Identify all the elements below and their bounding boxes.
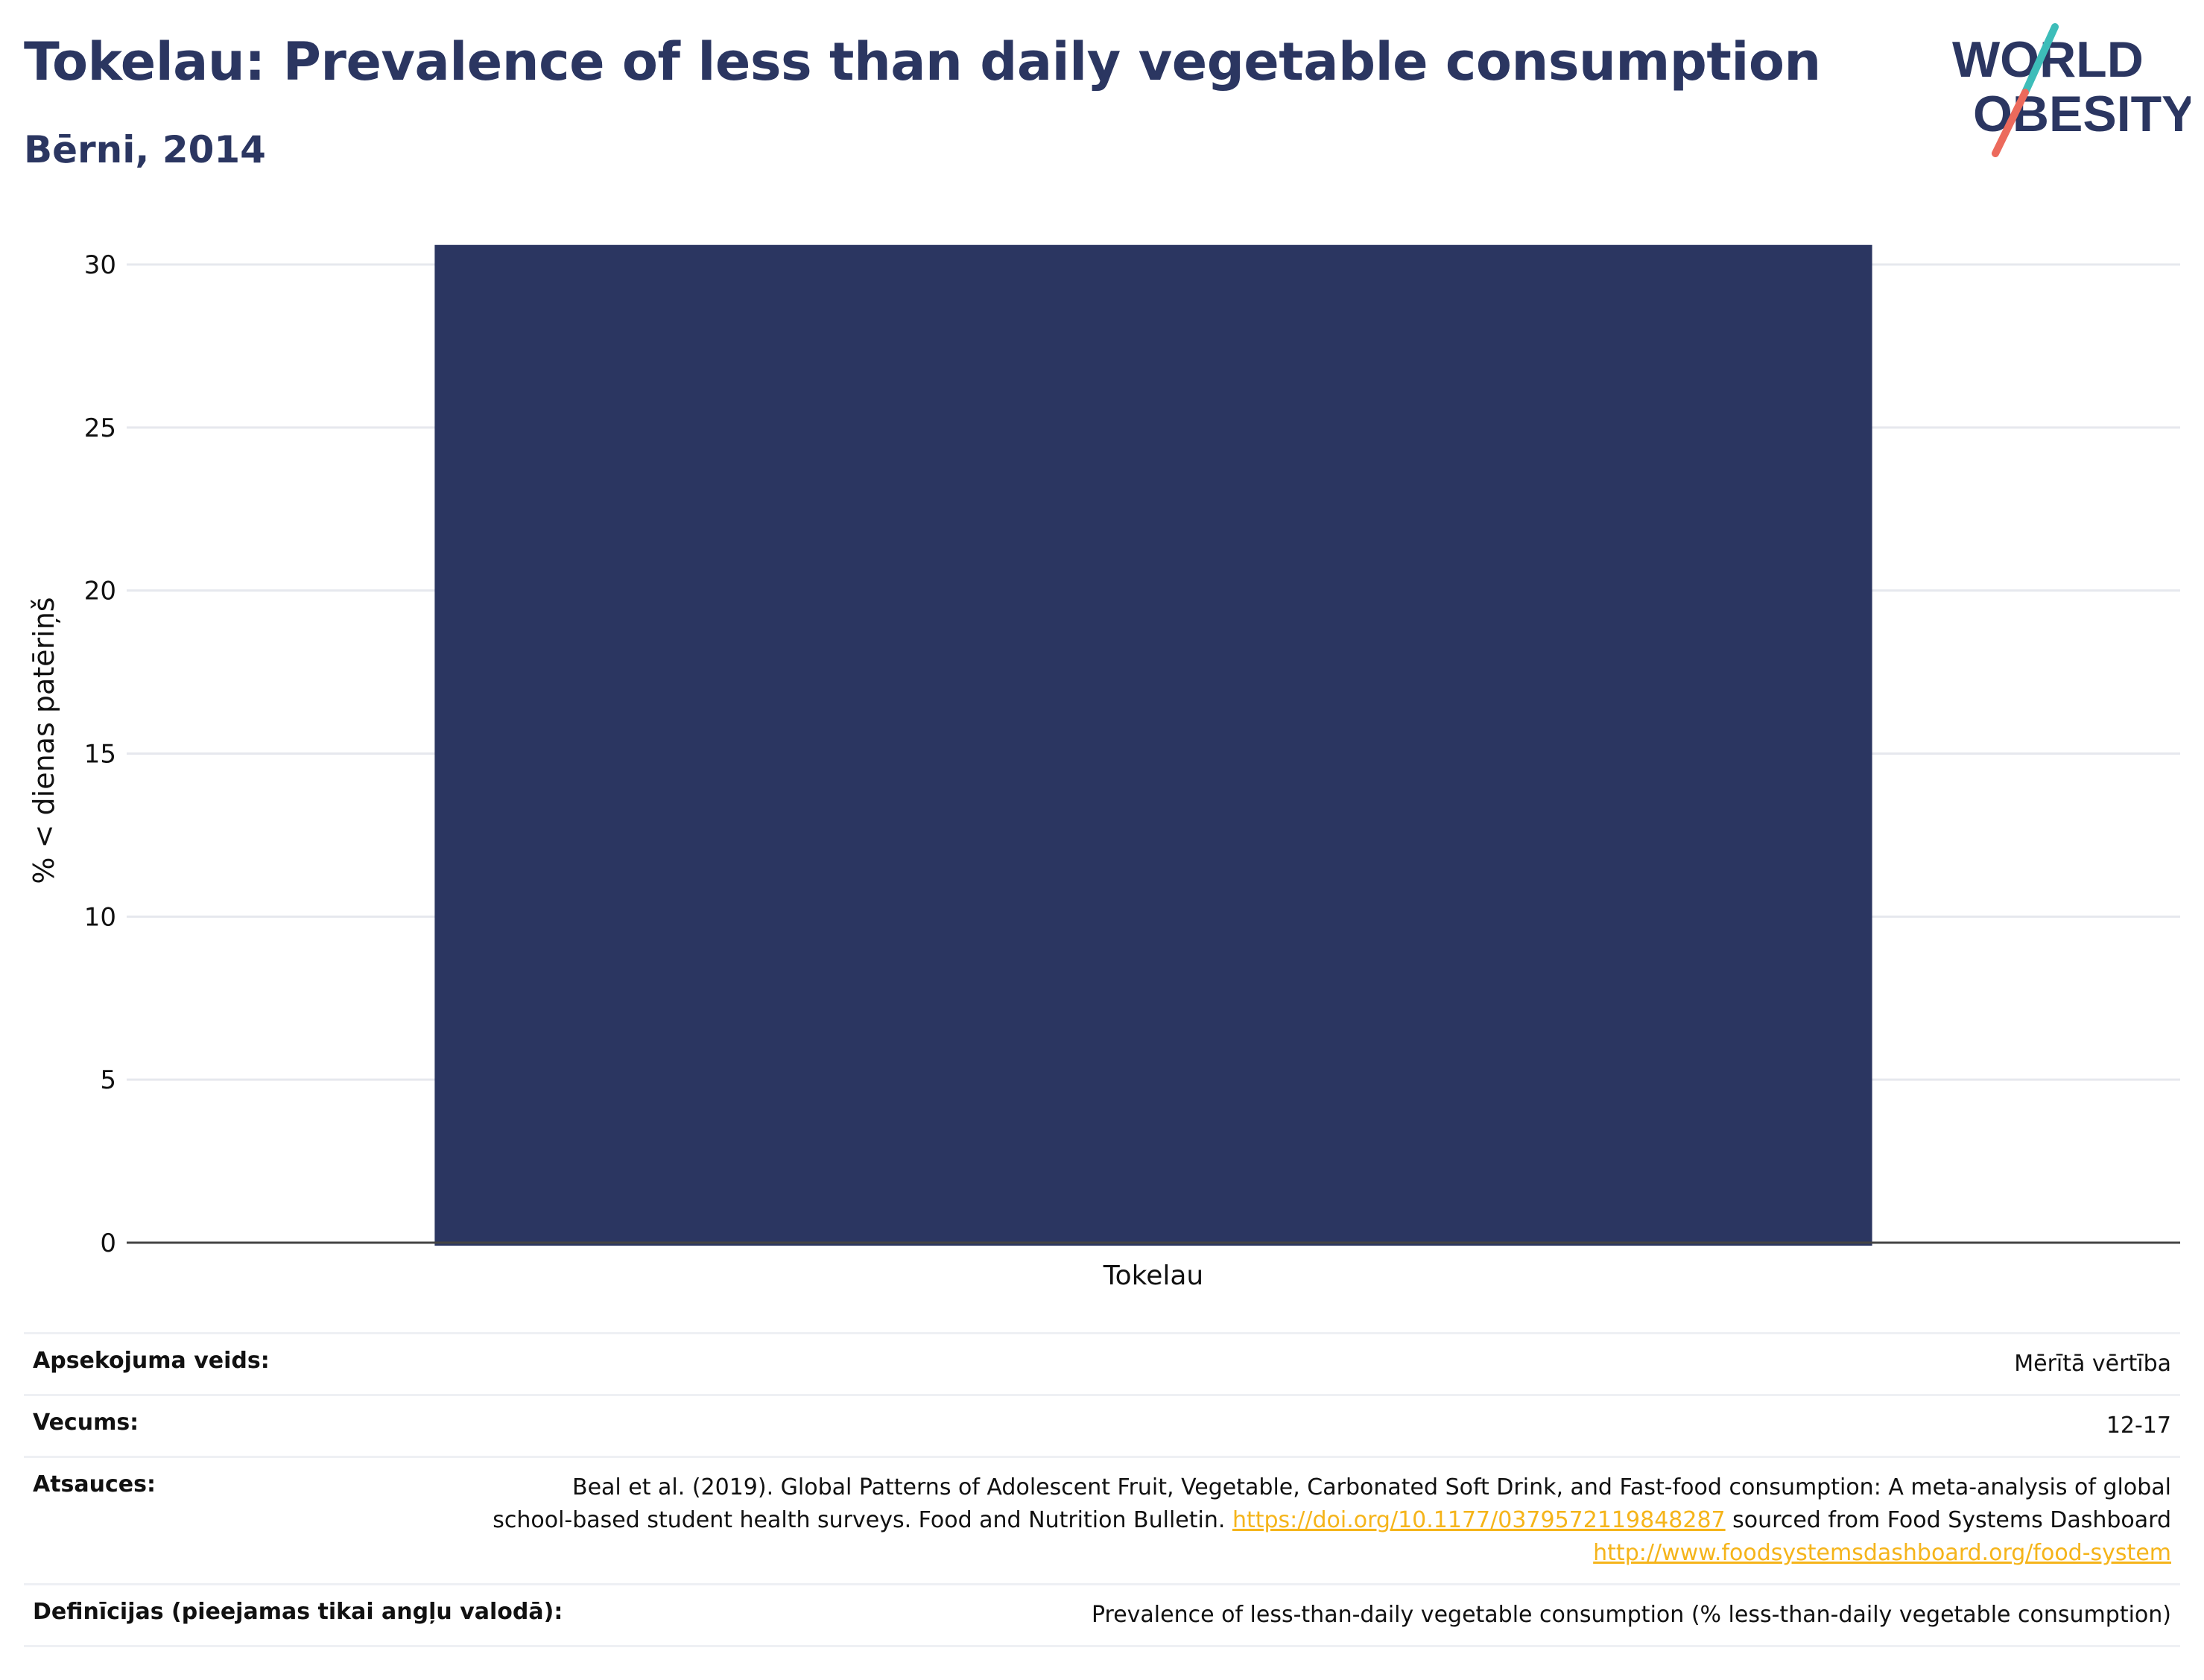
y-tick-label: 30	[84, 250, 116, 280]
y-tick-label: 5	[100, 1065, 116, 1095]
references-value: Beal et al. (2019). Global Patterns of A…	[487, 1471, 2171, 1570]
meta-row-references: Atsauces: Beal et al. (2019). Global Pat…	[24, 1456, 2180, 1583]
food-systems-dashboard-link[interactable]: http://www.foodsystemsdashboard.org/food…	[1593, 1540, 2171, 1566]
y-axis-label: % < dienas patēriņš	[28, 597, 60, 884]
y-tick-label: 10	[84, 902, 116, 932]
y-tick-label: 25	[84, 413, 116, 443]
definitions-label: Definīcijas (pieejamas tikai angļu valod…	[33, 1599, 563, 1625]
reference-text: Beal et al. (2019). Global Patterns of A…	[493, 1474, 2171, 1533]
age-label: Vecums:	[33, 1410, 139, 1436]
world-obesity-logo: WORLD OBESITY	[1952, 23, 2191, 157]
logo-slash-bottom	[1992, 89, 2029, 157]
logo-slash-top	[2021, 23, 2059, 96]
age-value: 12-17	[2106, 1413, 2171, 1439]
y-tick-label: 20	[84, 577, 116, 606]
y-tick-label: 0	[100, 1229, 116, 1258]
reference-source-text: sourced from Food Systems Dashboard	[1732, 1507, 2171, 1533]
metadata-table: Apsekojuma veids: Mērītā vērtība Vecums:…	[24, 1332, 2180, 1647]
meta-row-age: Vecums: 12-17	[24, 1394, 2180, 1456]
survey-type-label: Apsekojuma veids:	[33, 1348, 270, 1374]
meta-row-survey-type: Apsekojuma veids: Mērītā vērtība	[24, 1332, 2180, 1394]
definitions-value: Prevalence of less-than-daily vegetable …	[1091, 1602, 2171, 1628]
meta-row-definitions: Definīcijas (pieejamas tikai angļu valod…	[24, 1583, 2180, 1647]
page-subtitle: Bērni, 2014	[24, 128, 266, 171]
y-tick-label: 15	[84, 740, 116, 770]
doi-link[interactable]: https://doi.org/10.1177/0379572119848287	[1232, 1507, 1726, 1533]
references-label: Atsauces:	[33, 1471, 156, 1497]
bar	[434, 244, 1872, 1246]
bar-chart: 0 5 10 15 20 25 30 Tokelau % < dienas patēriņš	[28, 244, 2180, 1291]
survey-type-value: Mērītā vērtība	[2014, 1351, 2171, 1377]
x-tick-label: Tokelau	[1103, 1261, 1204, 1291]
page-title: Tokelau: Prevalence of less than daily v…	[24, 31, 1821, 92]
